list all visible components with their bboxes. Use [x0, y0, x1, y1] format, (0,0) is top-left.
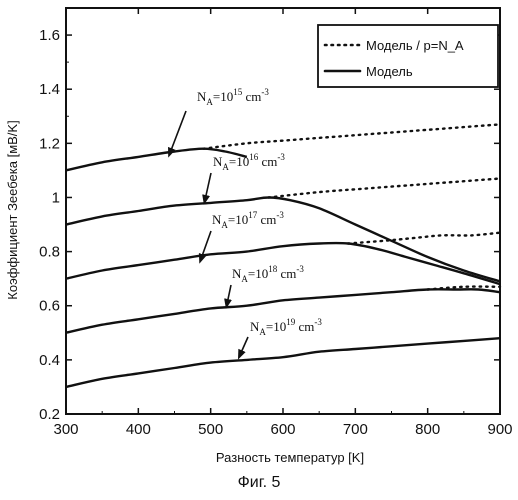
x-tick-label: 800	[415, 421, 440, 438]
annotations: NA=1015 cm-3 NA=1016 cm-3 NA=1017 cm-3 NA=1…	[170, 87, 322, 355]
series-line-dotted-na-1e16	[269, 179, 501, 198]
x-tick-label: 500	[198, 421, 223, 438]
series-annotation: NA=1016 cm-3	[205, 152, 285, 200]
figure-caption: Фиг. 5	[0, 474, 518, 492]
x-tick-label: 900	[487, 421, 512, 438]
series-group	[66, 124, 500, 387]
y-tick-label: 0.6	[39, 298, 60, 315]
series-annotation: NA=1018 cm-3	[227, 264, 304, 304]
legend-label: Модель	[366, 64, 413, 79]
series-line-dotted-na-1e17	[348, 233, 500, 244]
series-annotation: NA=1019 cm-3	[240, 317, 322, 355]
y-tick-label: 0.4	[39, 352, 60, 369]
annotation-label: NA=1015 cm-3	[197, 87, 269, 107]
series-line-dotted-na-1e15	[203, 124, 500, 148]
legend: Модель / p=N_A Модель	[318, 25, 498, 87]
annotation-label: NA=1019 cm-3	[250, 317, 322, 337]
y-tick-label: 0.8	[39, 244, 60, 261]
annotation-label: NA=1017 cm-3	[212, 210, 284, 230]
seebeck-chart: 300 400 500 600 700 800 900 0.2 0.4 0.6 0.8 1 1.2 1.4…	[0, 0, 518, 470]
annotation-arrow	[240, 337, 248, 355]
x-tick-label: 300	[53, 421, 78, 438]
annotation-label: NA=1016 cm-3	[213, 152, 285, 172]
y-tick-label: 0.2	[39, 406, 60, 423]
annotation-arrow	[205, 173, 211, 200]
annotation-arrow	[170, 111, 186, 153]
x-tick-label: 400	[126, 421, 151, 438]
y-tick-label: 1.4	[39, 81, 60, 98]
x-axis-label: Разность температур [K]	[216, 450, 364, 465]
x-tick-label: 600	[270, 421, 295, 438]
legend-label: Модель / p=N_A	[366, 38, 464, 53]
y-tick-label: 1.6	[39, 27, 60, 44]
series-line-solid-na-1e19	[66, 338, 500, 387]
x-tick-label: 700	[343, 421, 368, 438]
y-tick-label: 1	[52, 189, 60, 206]
annotation-label: NA=1018 cm-3	[232, 264, 304, 284]
y-tick-label: 1.2	[39, 135, 60, 152]
annotation-arrow	[227, 285, 231, 304]
y-axis-label: Коэффициент Зеебека [мВ/K]	[5, 120, 20, 299]
